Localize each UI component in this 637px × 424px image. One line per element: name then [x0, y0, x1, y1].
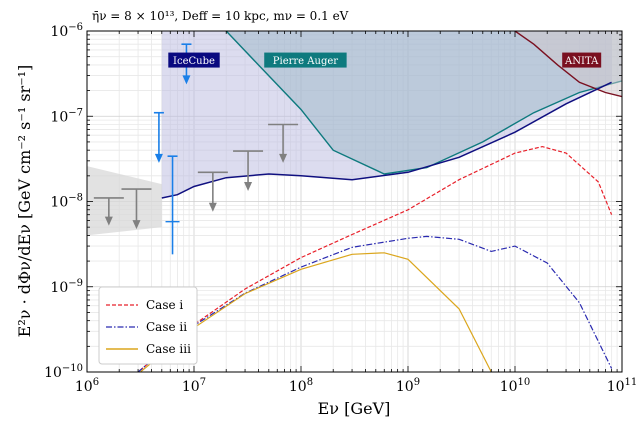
- gray-limit-arrow-1: [132, 220, 141, 230]
- region-badge-label-1: Pierre Auger: [273, 56, 338, 67]
- series-line-0: [137, 145, 613, 372]
- region-badge-label-0: IceCube: [173, 56, 215, 67]
- region-badge-1: [264, 52, 347, 68]
- y-axis-label: E²ν · dΦν/dEν [GeV cm⁻² s⁻¹ sr⁻¹]: [15, 65, 34, 338]
- blue-limit-arrow-1: [182, 75, 191, 85]
- x-tick-label-5: 1011: [607, 377, 637, 395]
- excluded-regions: [161, 31, 622, 198]
- legend-label-case-iii: Case iii: [146, 342, 191, 356]
- legend-label-case-ii: Case ii: [146, 320, 187, 334]
- gray-limit-arrow-3: [244, 182, 253, 192]
- y-tick-label-2: 10−8: [50, 193, 83, 211]
- y-tick-label-3: 10−7: [50, 107, 83, 125]
- axis-tick-labels: 106 107 108 109 1010 1011 10−10 10−9 10−8 10−7 10−…: [44, 22, 637, 395]
- legend-label-case-i: Case i: [146, 298, 183, 312]
- region-labels: IceCube Pierre Auger ANITA: [168, 52, 602, 68]
- y-tick-label-1: 10−9: [50, 278, 83, 296]
- y-tick-label-4: 10−6: [50, 22, 83, 40]
- gray-band: [87, 166, 162, 236]
- upper-limits: [93, 43, 299, 255]
- legend-box: [98, 286, 198, 365]
- series-line-1: [137, 235, 613, 372]
- legend: Case i Case ii Case iii: [98, 286, 198, 365]
- gray-limit-arrow-4: [279, 153, 288, 163]
- x-tick-label-1: 107: [182, 377, 206, 395]
- region-boundary-1: [225, 31, 622, 175]
- gray-limit-arrow-0: [104, 216, 113, 226]
- x-tick-label-2: 108: [289, 377, 313, 395]
- series-line-3: [161, 81, 612, 199]
- region-badge-label-2: ANITA: [564, 56, 599, 67]
- x-tick-label-3: 109: [396, 377, 420, 395]
- region-badge-0: [168, 52, 220, 68]
- axis-ticks: [86, 30, 623, 373]
- region-badge-2: [562, 52, 602, 68]
- region-boundary-2: [514, 31, 622, 98]
- x-tick-label-0: 106: [75, 377, 99, 395]
- gray-limit-arrow-2: [208, 202, 217, 212]
- y-tick-label-0: 10−10: [44, 363, 83, 381]
- x-tick-label-4: 1010: [500, 377, 531, 395]
- chart-title: η̄ν = 8 × 10¹³, Deff = 10 kpc, mν = 0.1 …: [92, 9, 349, 23]
- blue-limit-arrow-0: [154, 153, 163, 163]
- x-axis-label: Eν [GeV]: [318, 399, 391, 418]
